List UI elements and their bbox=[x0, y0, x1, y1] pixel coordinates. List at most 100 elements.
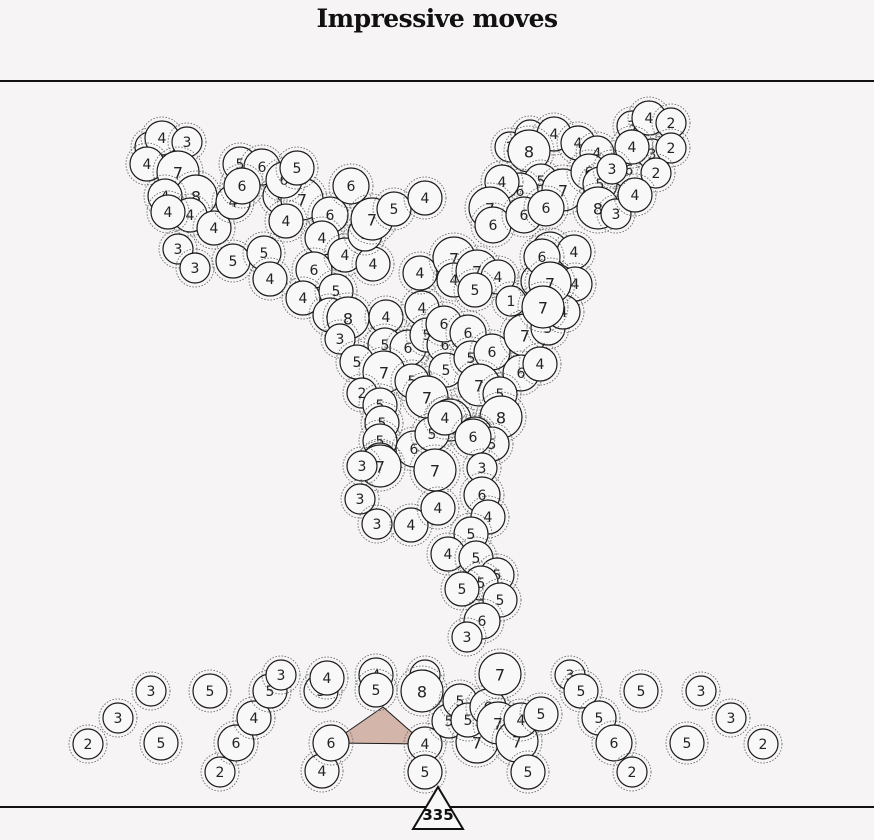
node-halo bbox=[308, 720, 354, 766]
node-halo bbox=[518, 342, 562, 386]
node-circle bbox=[252, 261, 288, 297]
tree-node: 5 bbox=[211, 239, 255, 283]
node-halo bbox=[592, 149, 632, 189]
node-label: 5 bbox=[293, 161, 302, 177]
node-halo bbox=[743, 724, 783, 764]
node-halo bbox=[211, 180, 255, 224]
tree-node: 3 bbox=[167, 122, 207, 162]
bottom-node: 4 bbox=[300, 749, 344, 793]
node-label: 6 bbox=[441, 338, 450, 354]
node-label: 7 bbox=[297, 191, 307, 210]
node-circle bbox=[454, 418, 492, 456]
tree-node: 3 bbox=[320, 319, 360, 359]
node-halo bbox=[440, 567, 484, 611]
node-label: 6 bbox=[258, 160, 267, 176]
node-circle bbox=[346, 450, 378, 482]
node-label: 4 bbox=[421, 737, 430, 753]
node-label: 6 bbox=[232, 736, 241, 752]
node-halo bbox=[524, 257, 576, 309]
node-label: 4 bbox=[369, 257, 378, 273]
node-label: 7 bbox=[512, 733, 522, 752]
node-halo bbox=[351, 242, 395, 286]
node-halo bbox=[219, 163, 265, 209]
node-label: 4 bbox=[418, 301, 427, 317]
node-circle bbox=[640, 157, 672, 189]
node-label: 4 bbox=[441, 411, 450, 427]
node-halo bbox=[405, 655, 445, 695]
node-circle bbox=[400, 669, 444, 713]
node-circle bbox=[361, 508, 393, 540]
tree-node: 4 bbox=[610, 125, 654, 169]
node-halo bbox=[711, 698, 751, 738]
node-label: 6 bbox=[488, 345, 497, 361]
node-halo bbox=[651, 103, 691, 143]
node-label: 6 bbox=[469, 430, 478, 446]
node-halo bbox=[188, 669, 232, 713]
node-label: 4 bbox=[421, 191, 430, 207]
node-halo bbox=[478, 372, 522, 416]
node-label: 4 bbox=[498, 175, 507, 191]
bottom-node: 2 bbox=[743, 724, 783, 764]
node-label: 6 bbox=[478, 488, 487, 504]
node-halo bbox=[401, 371, 453, 423]
node-halo bbox=[320, 319, 360, 359]
node-label: 8 bbox=[496, 409, 506, 428]
node-label: 3 bbox=[191, 261, 200, 277]
node-halo bbox=[248, 257, 292, 301]
node-label: 5 bbox=[442, 363, 451, 379]
node-halo bbox=[299, 669, 343, 713]
node-label: 3 bbox=[356, 492, 365, 508]
node-label: 2 bbox=[652, 166, 661, 182]
node-circle bbox=[715, 702, 747, 734]
node-halo bbox=[449, 512, 493, 556]
node-label: 8 bbox=[417, 683, 427, 702]
node-halo bbox=[478, 578, 522, 622]
tree-node: 4 bbox=[248, 257, 292, 301]
node-circle bbox=[596, 153, 628, 185]
node-circle bbox=[451, 621, 483, 653]
node-halo bbox=[491, 715, 543, 767]
node-label: 3 bbox=[114, 711, 123, 727]
node-label: 3 bbox=[277, 668, 286, 684]
node-label: 4 bbox=[444, 547, 453, 563]
node-label: 3 bbox=[628, 119, 637, 135]
node-circle bbox=[150, 194, 186, 230]
node-label: 5 bbox=[458, 582, 467, 598]
node-halo bbox=[232, 696, 276, 740]
tree-node: 4 bbox=[613, 173, 657, 217]
node-label: 6 bbox=[625, 163, 634, 179]
node-circle bbox=[685, 675, 717, 707]
bottom-node: 5 bbox=[139, 721, 183, 765]
node-label: 4 bbox=[164, 205, 173, 221]
node-label: 7 bbox=[495, 666, 505, 685]
node-halo bbox=[474, 648, 526, 700]
node-halo bbox=[519, 692, 563, 736]
bottom-node: 3 bbox=[681, 671, 721, 711]
node-halo bbox=[328, 163, 374, 209]
node-label: 1 bbox=[507, 294, 516, 310]
node-halo bbox=[314, 269, 358, 313]
node-circle bbox=[135, 675, 167, 707]
node-label: 6 bbox=[327, 736, 336, 752]
bottom-node: 3 bbox=[131, 671, 171, 711]
root-count-label: 335 bbox=[422, 806, 453, 824]
node-halo bbox=[98, 698, 138, 738]
node-label: 4 bbox=[250, 711, 259, 727]
node-halo bbox=[68, 724, 108, 764]
bottom-node: 5 bbox=[506, 750, 550, 794]
node-circle bbox=[457, 272, 493, 308]
node-halo bbox=[550, 655, 590, 695]
node-halo bbox=[403, 722, 447, 766]
node-halo bbox=[636, 153, 676, 193]
node-label: 5 bbox=[229, 254, 238, 270]
tree-node: 7 bbox=[517, 281, 569, 333]
node-label: 4 bbox=[158, 131, 167, 147]
node-circle bbox=[344, 483, 376, 515]
node-halo bbox=[447, 617, 487, 657]
tree-node: 3 bbox=[447, 617, 487, 657]
node-label: 4 bbox=[593, 146, 602, 162]
node-label: 5 bbox=[157, 736, 166, 752]
node-halo bbox=[358, 383, 402, 427]
bottom-node: 2 bbox=[612, 752, 652, 792]
node-halo bbox=[559, 669, 603, 713]
